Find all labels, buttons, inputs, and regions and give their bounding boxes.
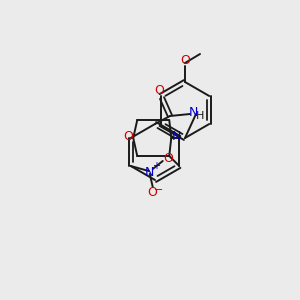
Text: +: + xyxy=(152,161,160,171)
Text: H: H xyxy=(196,111,204,121)
Text: N: N xyxy=(188,106,198,119)
Text: N: N xyxy=(145,166,154,178)
Text: O: O xyxy=(163,152,173,166)
Text: O: O xyxy=(147,187,157,200)
Text: O: O xyxy=(154,85,164,98)
Text: O: O xyxy=(123,130,133,143)
Text: −: − xyxy=(154,185,164,195)
Text: N: N xyxy=(172,130,181,143)
Text: O: O xyxy=(180,55,190,68)
